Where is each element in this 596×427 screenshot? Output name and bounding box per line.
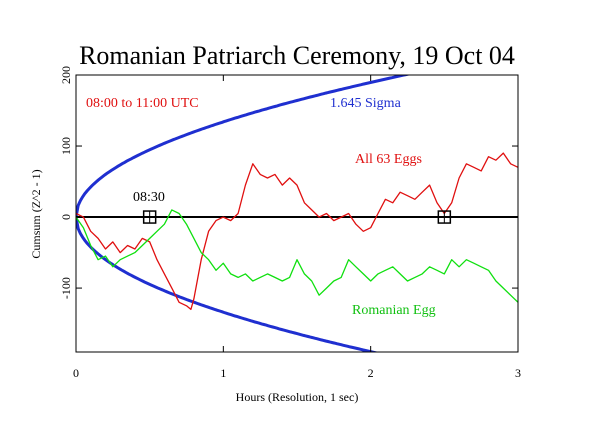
time-marker-2 (437, 210, 452, 224)
romanian-egg-series-label: Romanian Egg (352, 303, 436, 318)
y-tick-label: 100 (59, 137, 73, 155)
all-eggs-series-label: All 63 Eggs (355, 152, 422, 167)
plot-frame (75, 74, 519, 353)
sigma-envelope-lower (76, 216, 379, 352)
x-tick-label: 3 (515, 366, 521, 380)
time-range-annotation: 08:00 to 11:00 UTC (86, 96, 199, 111)
x-axis-label: Hours (Resolution, 1 sec) (236, 390, 359, 404)
axis-ticks: 0 1 2 3 -100 0 100 200 (59, 66, 521, 380)
x-tick-label: 2 (368, 366, 374, 380)
x-tick-label: 0 (73, 366, 79, 380)
plot-area (76, 75, 518, 352)
sigma-envelope-label: 1.645 Sigma (330, 96, 402, 111)
y-axis-label: Cumsum (Z^2 - 1) (29, 169, 43, 258)
series-romanian-egg-line (76, 209, 518, 303)
marker-time-label: 08:30 (133, 190, 165, 205)
y-tick-label: 0 (59, 214, 73, 220)
chart-title: Romanian Patriarch Ceremony, 19 Oct 04 (79, 41, 515, 70)
sigma-envelope-upper (76, 75, 412, 218)
y-tick-label: -100 (59, 277, 73, 299)
time-marker-1 (142, 210, 157, 224)
x-tick-label: 1 (220, 366, 226, 380)
y-tick-label: 200 (59, 66, 73, 84)
